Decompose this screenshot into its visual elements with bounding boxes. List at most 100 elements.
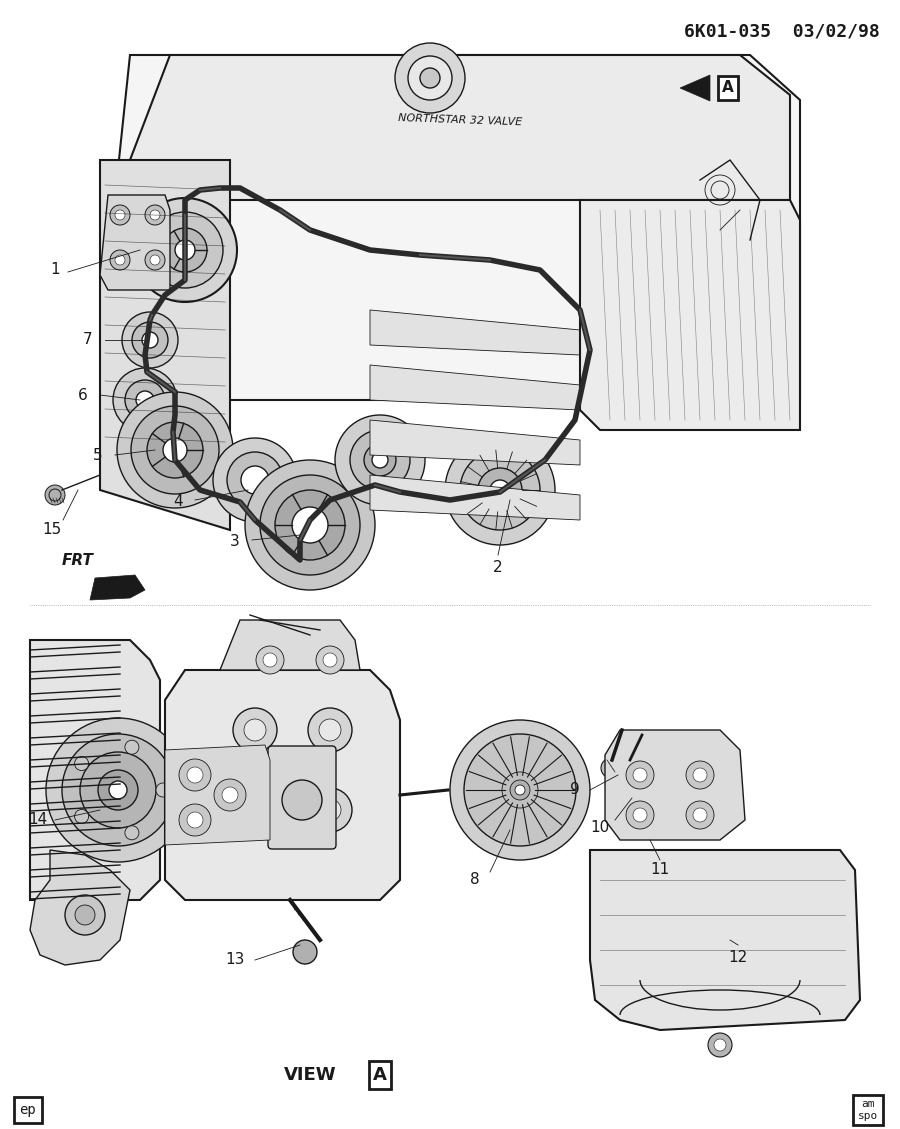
Circle shape bbox=[75, 905, 95, 925]
Text: A: A bbox=[374, 1066, 387, 1084]
Circle shape bbox=[125, 380, 165, 420]
Circle shape bbox=[282, 780, 322, 820]
Circle shape bbox=[98, 770, 138, 809]
Circle shape bbox=[115, 210, 125, 220]
Circle shape bbox=[633, 768, 647, 782]
Text: 2: 2 bbox=[493, 560, 503, 575]
Polygon shape bbox=[165, 669, 400, 900]
Circle shape bbox=[308, 708, 352, 752]
Circle shape bbox=[319, 719, 341, 741]
Circle shape bbox=[408, 56, 452, 100]
Circle shape bbox=[233, 788, 277, 832]
Text: 6: 6 bbox=[78, 387, 88, 403]
Circle shape bbox=[109, 781, 127, 799]
Circle shape bbox=[292, 507, 328, 543]
Circle shape bbox=[132, 322, 168, 358]
Circle shape bbox=[293, 940, 317, 964]
Circle shape bbox=[490, 480, 510, 500]
Circle shape bbox=[150, 255, 160, 265]
Text: 10: 10 bbox=[590, 821, 609, 835]
Polygon shape bbox=[100, 195, 170, 290]
Text: 8: 8 bbox=[470, 873, 480, 887]
Polygon shape bbox=[370, 365, 580, 410]
Circle shape bbox=[156, 784, 170, 797]
Circle shape bbox=[133, 198, 237, 301]
Circle shape bbox=[502, 772, 538, 808]
Circle shape bbox=[464, 734, 576, 846]
Circle shape bbox=[364, 444, 396, 476]
Circle shape bbox=[708, 1033, 732, 1057]
Circle shape bbox=[395, 43, 465, 113]
Circle shape bbox=[122, 312, 178, 368]
Circle shape bbox=[145, 250, 165, 270]
Text: NORTHSTAR 32 VALVE: NORTHSTAR 32 VALVE bbox=[398, 113, 522, 128]
Circle shape bbox=[125, 825, 139, 840]
Polygon shape bbox=[680, 75, 710, 100]
Text: 12: 12 bbox=[728, 949, 748, 964]
Circle shape bbox=[686, 761, 714, 789]
Circle shape bbox=[450, 720, 590, 860]
Circle shape bbox=[147, 212, 223, 288]
Circle shape bbox=[187, 767, 203, 784]
Circle shape bbox=[150, 210, 160, 220]
Circle shape bbox=[263, 653, 277, 667]
Circle shape bbox=[714, 1039, 726, 1051]
Circle shape bbox=[179, 804, 211, 835]
Circle shape bbox=[163, 228, 207, 272]
Circle shape bbox=[46, 718, 190, 863]
Text: 9: 9 bbox=[570, 782, 580, 797]
Circle shape bbox=[75, 809, 88, 823]
Circle shape bbox=[478, 469, 522, 511]
Circle shape bbox=[244, 719, 266, 741]
Circle shape bbox=[131, 406, 219, 495]
Circle shape bbox=[163, 438, 187, 462]
Circle shape bbox=[227, 452, 283, 508]
Circle shape bbox=[686, 800, 714, 829]
Circle shape bbox=[213, 438, 297, 522]
Text: ep: ep bbox=[20, 1103, 36, 1117]
Circle shape bbox=[626, 800, 654, 829]
Circle shape bbox=[233, 708, 277, 752]
Text: 1: 1 bbox=[50, 263, 59, 278]
Text: 13: 13 bbox=[225, 953, 245, 968]
Circle shape bbox=[620, 759, 636, 774]
Circle shape bbox=[75, 756, 88, 771]
Circle shape bbox=[460, 450, 540, 530]
Circle shape bbox=[260, 475, 360, 575]
Circle shape bbox=[142, 332, 158, 348]
Circle shape bbox=[117, 392, 233, 508]
Polygon shape bbox=[580, 200, 800, 430]
Circle shape bbox=[633, 808, 647, 822]
Circle shape bbox=[187, 812, 203, 828]
Circle shape bbox=[515, 785, 525, 795]
Circle shape bbox=[175, 240, 195, 260]
Circle shape bbox=[445, 435, 555, 545]
Polygon shape bbox=[220, 620, 360, 669]
Text: 4: 4 bbox=[173, 495, 183, 509]
Circle shape bbox=[214, 779, 246, 811]
Polygon shape bbox=[90, 575, 145, 599]
Polygon shape bbox=[30, 640, 160, 900]
Circle shape bbox=[245, 460, 375, 590]
Circle shape bbox=[601, 758, 621, 778]
Polygon shape bbox=[605, 730, 745, 840]
Text: 14: 14 bbox=[29, 813, 48, 828]
Polygon shape bbox=[165, 745, 270, 844]
Polygon shape bbox=[100, 55, 800, 400]
Circle shape bbox=[125, 741, 139, 754]
FancyBboxPatch shape bbox=[268, 746, 336, 849]
Text: 7: 7 bbox=[83, 333, 93, 348]
Circle shape bbox=[80, 752, 156, 828]
Circle shape bbox=[308, 788, 352, 832]
Circle shape bbox=[319, 799, 341, 821]
Circle shape bbox=[335, 415, 425, 505]
Circle shape bbox=[145, 205, 165, 225]
Text: 5: 5 bbox=[94, 447, 103, 463]
Text: am
spo: am spo bbox=[858, 1100, 878, 1121]
Text: FRT: FRT bbox=[62, 553, 94, 568]
Circle shape bbox=[222, 787, 238, 803]
Polygon shape bbox=[370, 420, 580, 465]
Circle shape bbox=[323, 653, 337, 667]
Text: 6K01-035  03/02/98: 6K01-035 03/02/98 bbox=[684, 21, 880, 40]
Circle shape bbox=[693, 768, 707, 782]
